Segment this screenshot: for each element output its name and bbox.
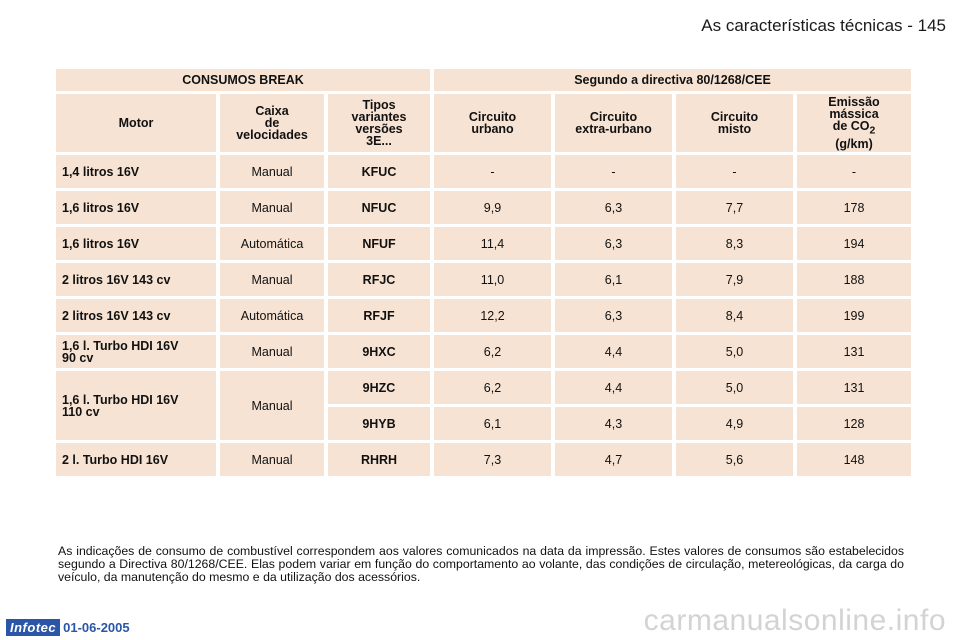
cell-motor: 2 l. Turbo HDI 16V bbox=[56, 443, 216, 476]
cell-misto: 8,3 bbox=[676, 227, 793, 260]
cell-caixa: Manual bbox=[220, 335, 324, 368]
cell-co2: 194 bbox=[797, 227, 911, 260]
cell-co2: 148 bbox=[797, 443, 911, 476]
cell-tipo: 9HXC bbox=[328, 335, 430, 368]
cell-extra-urbano: 4,3 bbox=[555, 407, 672, 440]
table-title-right: Segundo a directiva 80/1268/CEE bbox=[434, 69, 911, 91]
cell-caixa: Manual bbox=[220, 443, 324, 476]
cell-motor: 1,4 litros 16V bbox=[56, 155, 216, 188]
header-emissao-co2: Emissão mássica de CO2 (g/km) bbox=[797, 94, 911, 152]
cell-motor: 1,6 l. Turbo HDI 16V 110 cv bbox=[56, 371, 216, 440]
table-row: 2 l. Turbo HDI 16V Manual RHRH 7,3 4,7 5… bbox=[56, 443, 911, 476]
header-circuito-urbano: Circuito urbano bbox=[434, 94, 551, 152]
cell-extra-urbano: 6,1 bbox=[555, 263, 672, 296]
table-row: 2 litros 16V 143 cv Automática RFJF 12,2… bbox=[56, 299, 911, 332]
watermark: carmanualsonline.info bbox=[643, 604, 946, 637]
cell-tipo: 9HZC bbox=[328, 371, 430, 404]
table-row: 1,6 l. Turbo HDI 16V 90 cv Manual 9HXC 6,… bbox=[56, 335, 911, 368]
cell-extra-urbano: 6,3 bbox=[555, 299, 672, 332]
cell-extra-urbano: 6,3 bbox=[555, 191, 672, 224]
cell-tipo: RHRH bbox=[328, 443, 430, 476]
cell-tipo: KFUC bbox=[328, 155, 430, 188]
cell-misto: 5,0 bbox=[676, 371, 793, 404]
cell-urbano: 6,2 bbox=[434, 335, 551, 368]
cell-co2: 199 bbox=[797, 299, 911, 332]
cell-caixa: Manual bbox=[220, 371, 324, 440]
cell-co2: 131 bbox=[797, 371, 911, 404]
cell-misto: 5,6 bbox=[676, 443, 793, 476]
cell-misto: 5,0 bbox=[676, 335, 793, 368]
cell-caixa: Automática bbox=[220, 299, 324, 332]
page-title: As características técnicas - 145 bbox=[701, 16, 946, 35]
cell-urbano: 11,4 bbox=[434, 227, 551, 260]
cell-caixa: Automática bbox=[220, 227, 324, 260]
cell-motor: 1,6 l. Turbo HDI 16V 90 cv bbox=[56, 335, 216, 368]
cell-caixa: Manual bbox=[220, 263, 324, 296]
header-circuito-extra-urbano: Circuito extra-urbano bbox=[555, 94, 672, 152]
cell-tipo: RFJC bbox=[328, 263, 430, 296]
cell-extra-urbano: - bbox=[555, 155, 672, 188]
cell-misto: 8,4 bbox=[676, 299, 793, 332]
cell-motor: 2 litros 16V 143 cv bbox=[56, 299, 216, 332]
cell-co2: 131 bbox=[797, 335, 911, 368]
cell-tipo: 9HYB bbox=[328, 407, 430, 440]
table-row: 2 litros 16V 143 cv Manual RFJC 11,0 6,1… bbox=[56, 263, 911, 296]
cell-urbano: 6,1 bbox=[434, 407, 551, 440]
cell-urbano: 7,3 bbox=[434, 443, 551, 476]
header-tipos: Tipos variantes versões 3E... bbox=[328, 94, 430, 152]
cell-extra-urbano: 4,7 bbox=[555, 443, 672, 476]
footnote-text: As indicações de consumo de combustível … bbox=[58, 544, 904, 585]
infotec-logo: Infotec bbox=[6, 619, 61, 636]
cell-motor: 2 litros 16V 143 cv bbox=[56, 263, 216, 296]
table-row: 1,6 litros 16V Automática NFUF 11,4 6,3 … bbox=[56, 227, 911, 260]
table-row: 1,6 litros 16V Manual NFUC 9,9 6,3 7,7 1… bbox=[56, 191, 911, 224]
cell-misto: 7,7 bbox=[676, 191, 793, 224]
cell-co2: 178 bbox=[797, 191, 911, 224]
header-circuito-misto: Circuito misto bbox=[676, 94, 793, 152]
cell-motor: 1,6 litros 16V bbox=[56, 227, 216, 260]
print-date: 01-06-2005 bbox=[63, 620, 130, 635]
cell-tipo: RFJF bbox=[328, 299, 430, 332]
cell-urbano: 12,2 bbox=[434, 299, 551, 332]
cell-misto: 4,9 bbox=[676, 407, 793, 440]
cell-urbano: - bbox=[434, 155, 551, 188]
cell-misto: 7,9 bbox=[676, 263, 793, 296]
cell-urbano: 9,9 bbox=[434, 191, 551, 224]
cell-co2: - bbox=[797, 155, 911, 188]
cell-urbano: 11,0 bbox=[434, 263, 551, 296]
cell-tipo: NFUC bbox=[328, 191, 430, 224]
cell-caixa: Manual bbox=[220, 191, 324, 224]
cell-extra-urbano: 4,4 bbox=[555, 335, 672, 368]
consumption-table: CONSUMOS BREAK Segundo a directiva 80/12… bbox=[52, 66, 915, 479]
cell-caixa: Manual bbox=[220, 155, 324, 188]
table-row: 1,4 litros 16V Manual KFUC - - - - bbox=[56, 155, 911, 188]
cell-co2: 128 bbox=[797, 407, 911, 440]
cell-tipo: NFUF bbox=[328, 227, 430, 260]
cell-misto: - bbox=[676, 155, 793, 188]
header-caixa: Caixa de velocidades bbox=[220, 94, 324, 152]
header-motor: Motor bbox=[56, 94, 216, 152]
table-title-left: CONSUMOS BREAK bbox=[56, 69, 430, 91]
cell-extra-urbano: 4,4 bbox=[555, 371, 672, 404]
table-row: 9HYB 6,1 4,3 4,9 128 bbox=[56, 407, 911, 440]
cell-co2: 188 bbox=[797, 263, 911, 296]
footer: Infotec 01-06-2005 bbox=[6, 619, 130, 636]
cell-motor: 1,6 litros 16V bbox=[56, 191, 216, 224]
cell-extra-urbano: 6,3 bbox=[555, 227, 672, 260]
table-row: 1,6 l. Turbo HDI 16V 110 cv Manual 9HZC 6… bbox=[56, 371, 911, 440]
cell-urbano: 6,2 bbox=[434, 371, 551, 404]
